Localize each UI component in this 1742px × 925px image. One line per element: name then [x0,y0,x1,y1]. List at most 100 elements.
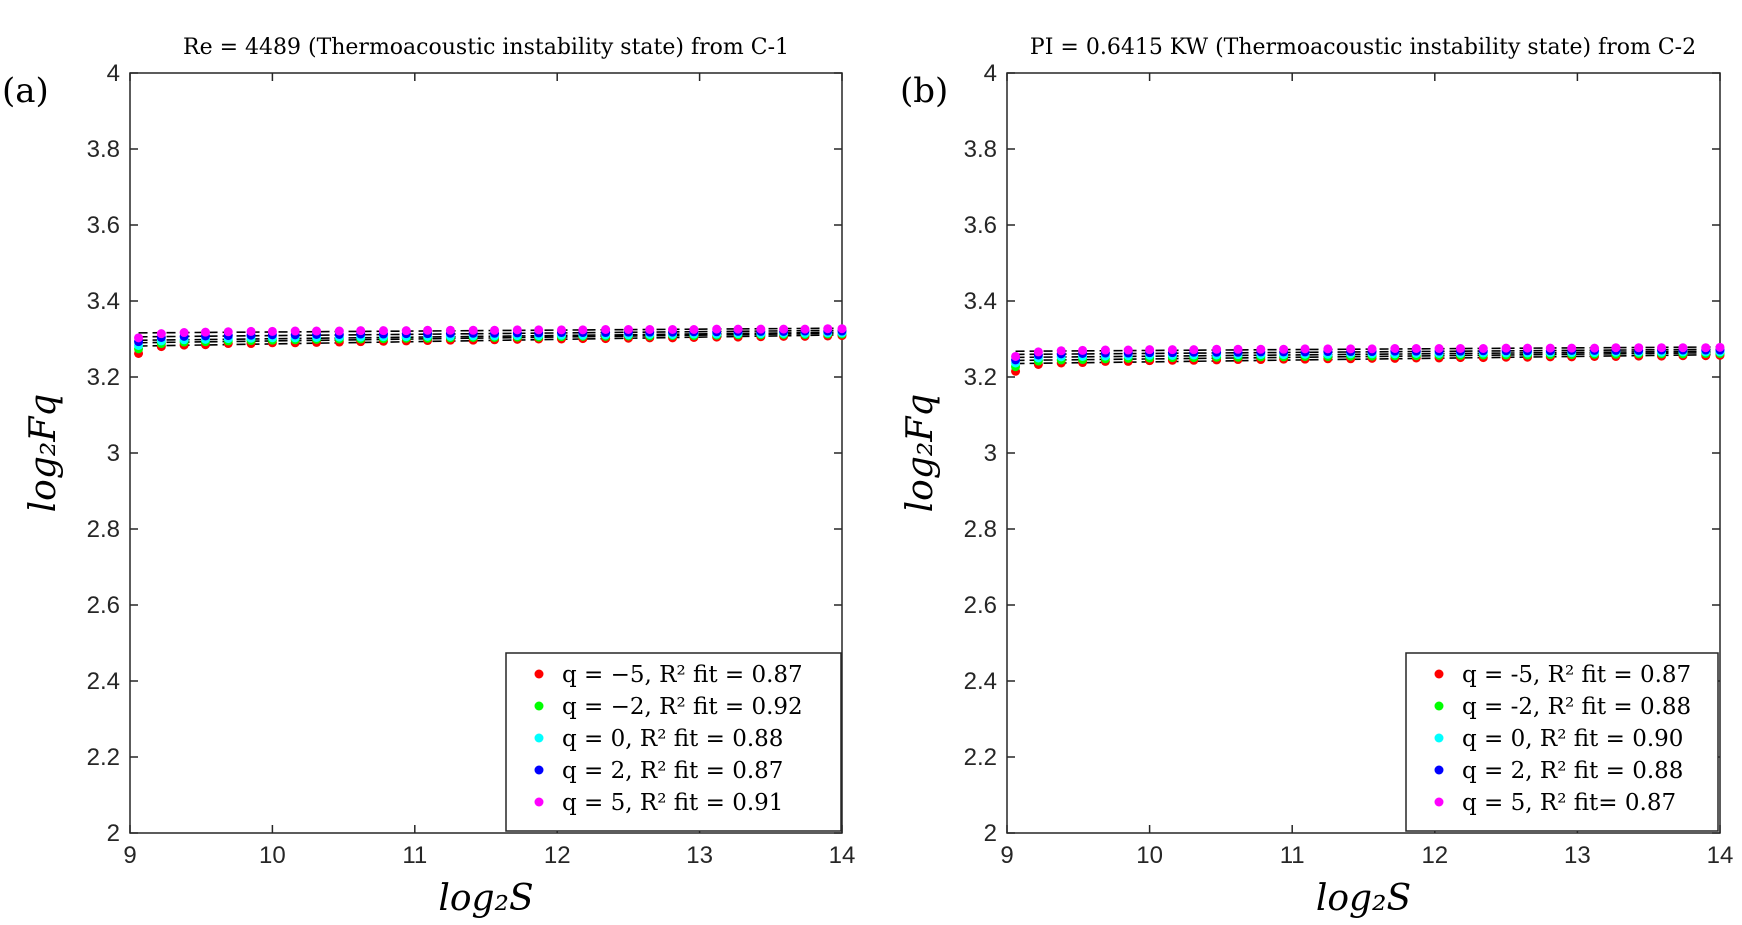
data-point [334,326,344,336]
data-point [1567,343,1577,353]
y-tick-label: 2.2 [87,744,120,771]
x-tick-label: 13 [1564,842,1591,869]
data-point [445,325,455,335]
y-tick-label: 3 [984,440,997,467]
x-tick-label: 9 [1000,842,1013,869]
data-point [1522,343,1532,353]
data-point [1455,344,1465,353]
data-point [1256,344,1266,354]
legend-marker [534,669,544,679]
y-tick-label: 2.4 [964,668,997,695]
y-tick-label: 3.6 [964,212,997,239]
data-point [401,326,411,336]
data-point [1323,344,1333,354]
x-axis-label: log₂S [1316,878,1411,919]
legend-entry: q = 0, R² fit = 0.88 [562,726,783,752]
x-tick-label: 11 [402,842,427,869]
data-point [1056,346,1066,356]
x-tick-label: 11 [1280,842,1305,869]
y-tick-label: 2.2 [964,744,997,771]
data-point [1611,343,1621,353]
data-point [1033,347,1043,357]
data-point [512,325,522,335]
data-point [1078,345,1088,355]
data-point [223,327,233,337]
data-point [578,325,588,335]
data-point [1411,344,1421,353]
legend-entry: q = -5, R² fit = 0.87 [1462,662,1691,688]
data-point [689,325,699,334]
x-tick-label: 13 [686,842,713,869]
data-point [800,324,810,334]
data-point [823,324,833,334]
data-point [733,324,743,334]
legend: q = -5, R² fit = 0.87 q = -2, R² fit = 0.… [1405,652,1719,832]
data-point [290,326,300,336]
y-tick-label: 4 [107,60,120,87]
x-tick-label: 10 [1136,842,1163,869]
y-tick-label: 3 [107,440,120,467]
data-point [378,326,388,336]
data-point [1501,343,1511,353]
y-tick-label: 4 [984,60,997,87]
x-tick-label: 12 [544,842,571,869]
x-tick-label: 14 [1707,842,1734,869]
data-point [134,333,144,343]
data-point [712,324,722,334]
y-tick-label: 3.4 [87,288,120,315]
y-axis-label: log₂Fq [900,394,941,513]
legend-marker [534,733,544,743]
data-point [1678,343,1688,353]
data-point [1701,343,1711,353]
legend-marker [1434,765,1444,775]
data-point [556,325,566,335]
legend-entry: q = -2, R² fit = 0.88 [1462,694,1691,720]
y-tick-label: 3.8 [87,136,120,163]
series-4 [134,324,847,343]
legend-entry: q = 2, R² fit = 0.88 [1462,758,1683,784]
x-tick-label: 14 [829,842,856,869]
data-point [1545,343,1555,353]
legend-entry: q = 2, R² fit = 0.87 [562,758,783,784]
data-point [179,328,189,338]
data-point [1367,344,1377,354]
data-point [1011,351,1021,361]
x-tick-label: 10 [259,842,286,869]
legend-entry: q = −2, R² fit = 0.92 [562,694,803,720]
legend-marker [534,797,544,807]
panel-label: (b) [900,71,948,111]
data-point [1100,345,1110,355]
legend-marker [1434,701,1444,711]
chart-title: PI = 0.6415 KW (Thermoacoustic instabili… [1030,35,1696,60]
y-tick-label: 3.4 [964,288,997,315]
data-point [200,327,210,337]
legend-marker [1434,669,1444,679]
data-point [1657,343,1667,353]
data-point [645,325,655,334]
data-point [601,325,611,334]
y-tick-label: 2.6 [87,592,120,619]
y-tick-label: 3.2 [87,364,120,391]
data-point [1189,345,1199,355]
data-point [1434,344,1444,353]
x-tick-label: 12 [1421,842,1448,869]
data-point [1715,342,1725,352]
legend-entry: q = −5, R² fit = 0.87 [562,662,803,688]
data-point [623,325,633,334]
data-point [1145,345,1155,355]
data-point [1478,344,1488,353]
data-point [1300,344,1310,354]
data-point [1634,343,1644,353]
data-point [837,324,847,334]
data-point [1346,344,1356,354]
legend: q = −5, R² fit = 0.87 q = −2, R² fit = 0.… [505,652,842,832]
legend-box [1405,652,1719,832]
panel-b: 9 10 11 12 13 14 2 2.2 2.4 2.6 2.8 3 3.2 3.4 3.6 3.8 4 PI… [900,35,1733,919]
data-point [423,325,433,335]
data-point [1390,344,1400,353]
data-point [156,329,166,339]
legend-marker [1434,797,1444,807]
panel-a: 9 10 11 12 13 14 2 2.2 2.4 2.6 2.8 3 3.2 3.4 3.6 3.8 4 Re… [2,35,855,919]
panel-label: (a) [2,71,49,111]
